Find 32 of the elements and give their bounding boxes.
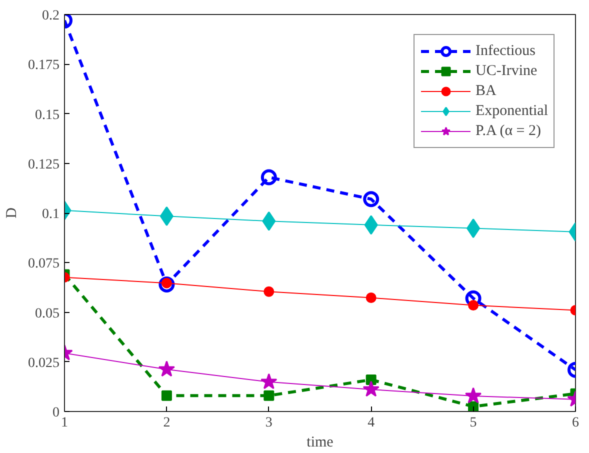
- y-tick-label: 0.175: [28, 58, 60, 74]
- y-tick-label: 0.2: [42, 8, 60, 24]
- point: [262, 211, 276, 231]
- y-tick-label: 0.15: [35, 108, 60, 123]
- point: [366, 292, 376, 303]
- x-tick-label: 1: [61, 416, 68, 430]
- point: [264, 286, 274, 297]
- x-tick-label: 6: [572, 416, 579, 430]
- legend-label: Infectious: [476, 42, 536, 60]
- x-tick-label: 3: [265, 416, 272, 430]
- legend-label: P.A (α = 2): [476, 122, 542, 140]
- point: [366, 374, 376, 385]
- y-tick-label: 0: [52, 406, 60, 420]
- y-tick-label: 0.125: [28, 157, 60, 172]
- legend-label: BA: [476, 82, 496, 100]
- x-axis-title: time: [306, 434, 334, 450]
- point: [363, 191, 380, 208]
- legend-label: Exponential: [476, 102, 548, 120]
- legend-label: UC-Irvine: [476, 62, 538, 80]
- point: [362, 380, 380, 397]
- y-tick-label: 0.1: [42, 207, 60, 222]
- y-tick-label: 0.025: [28, 356, 60, 371]
- x-tick-label: 2: [163, 416, 170, 430]
- y-tick-label: 0.075: [28, 256, 60, 272]
- y-axis-title: D: [4, 207, 20, 218]
- point: [260, 169, 277, 186]
- x-tick-label: 4: [368, 416, 375, 430]
- point: [260, 373, 278, 390]
- point: [264, 390, 274, 401]
- point: [364, 215, 378, 235]
- x-tick-label: 5: [470, 416, 477, 430]
- y-tick-label: 0.05: [35, 306, 60, 322]
